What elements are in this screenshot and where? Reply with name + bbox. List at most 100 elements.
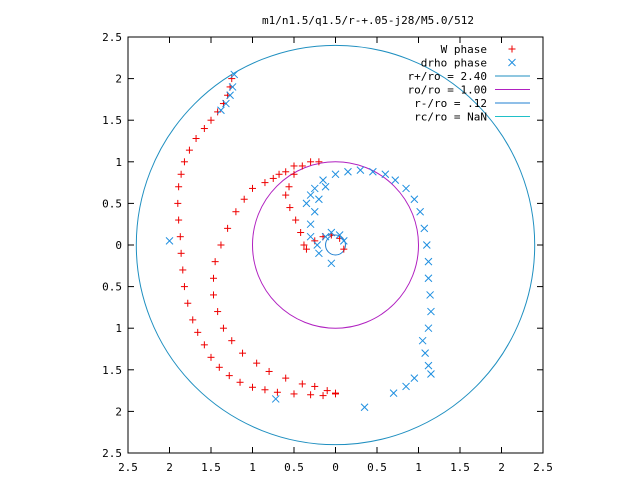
y-tick-label: 2.5 (102, 31, 122, 44)
point-1-30 (315, 195, 323, 204)
point-1-19 (422, 241, 431, 249)
x-tick-label: 2 (498, 461, 505, 474)
point-1-45 (271, 395, 280, 403)
point-0-26 (249, 383, 256, 391)
point-0-48 (228, 337, 236, 345)
point-0-9 (180, 158, 188, 166)
y-tick-label: 0.5 (102, 281, 122, 294)
point-0-71 (336, 234, 344, 242)
point-1-32 (306, 220, 315, 229)
point-1-1 (228, 83, 237, 91)
point-0-7 (192, 135, 200, 143)
point-1-25 (418, 336, 427, 345)
point-0-53 (298, 380, 306, 388)
point-0-17 (180, 283, 188, 291)
point-1-2 (226, 91, 234, 100)
point-0-30 (307, 391, 315, 399)
point-0-37 (261, 179, 269, 187)
point-0-44 (209, 274, 217, 282)
point-1-35 (321, 232, 330, 241)
point-1-12 (368, 167, 377, 176)
x-tick-label: 0 (332, 461, 339, 474)
point-0-15 (177, 249, 185, 257)
point-0-64 (292, 216, 300, 224)
point-0-29 (290, 390, 298, 398)
point-0-57 (315, 158, 323, 166)
point-0-10 (177, 170, 185, 178)
point-0-45 (209, 291, 217, 299)
x-tick-label: 2 (166, 461, 173, 474)
y-tick-label: 0 (115, 239, 122, 252)
x-tick-label: 1.5 (450, 461, 470, 474)
legend-marker (508, 58, 516, 67)
point-0-42 (217, 241, 225, 249)
point-0-56 (332, 389, 339, 397)
x-tick-label: 0.5 (284, 461, 304, 474)
x-tick-label: 1 (415, 461, 422, 474)
point-1-29 (321, 182, 330, 191)
point-1-21 (424, 274, 433, 283)
data-points (165, 70, 435, 412)
point-0-24 (225, 372, 233, 380)
point-1-11 (356, 166, 365, 174)
point-1-46 (165, 236, 174, 245)
point-1-23 (427, 307, 435, 316)
point-1-27 (424, 361, 433, 370)
point-0-58 (307, 158, 315, 166)
point-1-24 (424, 324, 433, 333)
point-1-15 (402, 184, 410, 193)
y-tick-label: 0.5 (102, 197, 122, 210)
x-tick-label: 2.5 (118, 461, 138, 474)
point-0-16 (179, 266, 187, 274)
point-1-42 (402, 382, 410, 391)
legend-label: ro/ro = 1.00 (408, 84, 487, 97)
point-0-8 (185, 146, 193, 154)
point-0-63 (286, 204, 294, 212)
point-0-31 (319, 392, 327, 400)
point-0-62 (282, 191, 290, 199)
point-1-14 (391, 176, 400, 184)
point-0-47 (219, 324, 227, 332)
point-0-33 (290, 162, 298, 170)
point-1-4 (217, 106, 225, 115)
y-tick-label: 1.5 (102, 364, 122, 377)
point-1-38 (339, 236, 348, 245)
point-1-18 (420, 224, 429, 233)
point-0-35 (275, 170, 283, 178)
circle-2 (325, 234, 346, 256)
point-0-20 (194, 328, 202, 336)
point-1-0 (230, 70, 239, 79)
point-0-52 (282, 374, 290, 382)
point-1-8 (319, 176, 327, 184)
point-1-5 (302, 199, 311, 208)
x-tick-label: 2.5 (533, 461, 553, 474)
legend-label: rc/ro = NaN (414, 111, 487, 124)
point-0-11 (175, 183, 183, 191)
point-1-16 (410, 195, 419, 204)
circle-1 (252, 161, 419, 329)
point-1-37 (335, 231, 344, 239)
point-0-22 (207, 353, 215, 361)
point-0-40 (232, 208, 240, 216)
point-0-51 (265, 367, 273, 375)
point-0-38 (249, 184, 256, 192)
point-1-17 (416, 207, 425, 216)
point-1-22 (426, 291, 434, 299)
x-tick-label: 0.5 (367, 461, 387, 474)
y-tick-label: 1 (115, 322, 122, 335)
y-tick-label: 2.5 (102, 447, 122, 460)
point-0-49 (239, 349, 247, 357)
legend-label: r+/ro = 2.40 (408, 70, 487, 83)
series-1 (165, 70, 435, 412)
point-0-5 (207, 116, 215, 124)
point-0-41 (224, 224, 232, 232)
point-0-67 (302, 245, 310, 253)
point-1-9 (331, 170, 340, 179)
y-tick-label: 2 (115, 405, 122, 418)
point-0-14 (176, 233, 184, 241)
point-0-50 (253, 359, 261, 367)
x-tick-label: 1 (249, 461, 256, 474)
point-0-59 (298, 162, 306, 170)
axis-ticks: 2.5 2 1.5 1 0.5 0 0.5 1 1.5 2 2.52.521.510.500.511… (102, 31, 553, 474)
